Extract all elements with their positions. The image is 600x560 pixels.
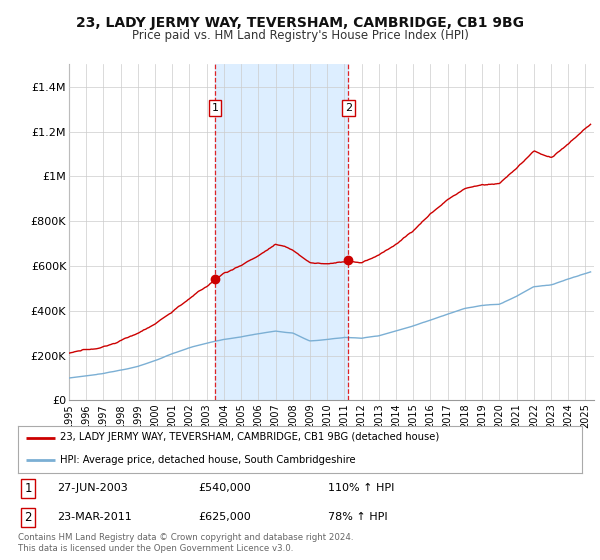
Text: £625,000: £625,000: [199, 512, 251, 522]
Bar: [215, 64, 348, 400]
Text: 1: 1: [25, 482, 32, 494]
Text: 1: 1: [212, 103, 218, 113]
Text: 78% ↑ HPI: 78% ↑ HPI: [328, 512, 388, 522]
Text: 23-MAR-2011: 23-MAR-2011: [58, 512, 132, 522]
Text: HPI: Average price, detached house, South Cambridgeshire: HPI: Average price, detached house, Sout…: [60, 455, 356, 465]
Text: 110% ↑ HPI: 110% ↑ HPI: [328, 483, 395, 493]
Text: Contains HM Land Registry data © Crown copyright and database right 2024.
This d: Contains HM Land Registry data © Crown c…: [18, 533, 353, 553]
Text: 23, LADY JERMY WAY, TEVERSHAM, CAMBRIDGE, CB1 9BG (detached house): 23, LADY JERMY WAY, TEVERSHAM, CAMBRIDGE…: [60, 432, 440, 442]
Text: Price paid vs. HM Land Registry's House Price Index (HPI): Price paid vs. HM Land Registry's House …: [131, 29, 469, 42]
Text: 2: 2: [344, 103, 352, 113]
Text: 2: 2: [25, 511, 32, 524]
Text: 27-JUN-2003: 27-JUN-2003: [58, 483, 128, 493]
Text: 23, LADY JERMY WAY, TEVERSHAM, CAMBRIDGE, CB1 9BG: 23, LADY JERMY WAY, TEVERSHAM, CAMBRIDGE…: [76, 16, 524, 30]
Text: £540,000: £540,000: [199, 483, 251, 493]
